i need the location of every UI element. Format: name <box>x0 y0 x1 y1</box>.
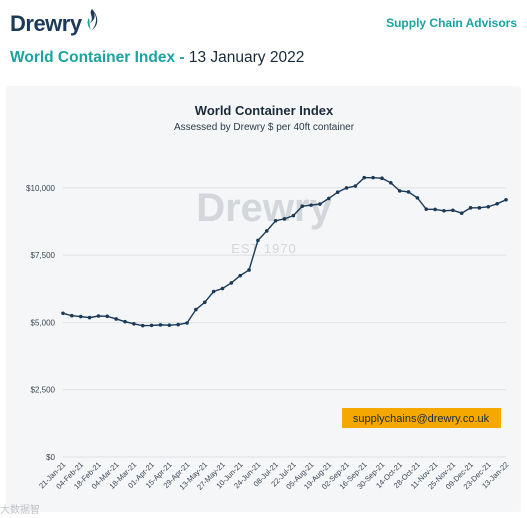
chart-title: World Container Index <box>195 103 334 118</box>
data-point <box>415 196 420 200</box>
data-point <box>451 208 455 213</box>
logo-text: Drewry <box>10 10 82 36</box>
series <box>61 175 508 328</box>
data-point <box>61 311 65 316</box>
data-point <box>149 323 154 328</box>
corner-watermark-text: 大数据智 <box>0 505 40 516</box>
data-point <box>194 307 198 312</box>
data-point <box>353 184 358 188</box>
chart-subtitle: Assessed by Drewry $ per 40ft container <box>174 122 355 133</box>
data-point <box>96 314 101 318</box>
data-point <box>132 322 136 326</box>
data-point <box>406 190 411 194</box>
data-point <box>397 189 402 193</box>
data-point <box>477 206 482 210</box>
data-point <box>291 213 296 218</box>
y-tick-label: $2,500 <box>31 386 56 395</box>
data-point <box>442 208 446 213</box>
data-point <box>282 217 287 221</box>
data-point <box>371 175 375 180</box>
data-point <box>211 289 216 294</box>
data-point <box>247 268 251 272</box>
data-point <box>114 317 118 321</box>
data-point <box>70 313 74 318</box>
data-point <box>185 321 189 325</box>
data-point <box>380 176 384 181</box>
contact-badge[interactable]: supplychains@drewry.co.uk <box>342 408 501 428</box>
y-tick-label: $5,000 <box>31 318 56 327</box>
data-point <box>229 281 234 285</box>
data-point <box>140 323 145 328</box>
supply-chain-advisors-label: Supply Chain Advisors <box>386 16 517 30</box>
contact-email[interactable]: supplychains@drewry.co.uk <box>353 413 490 425</box>
grid <box>63 187 506 458</box>
wci-line-chart: Drewry EST 1970 World Container Index As… <box>26 103 510 492</box>
chart-panel: Drewry EST 1970 World Container Index As… <box>6 86 521 512</box>
data-point <box>202 300 207 305</box>
contact-badge-bg <box>342 408 501 428</box>
data-point <box>176 322 180 327</box>
x-axis: 21-Jan-2104-Feb-2118-Feb-2104-Mar-2118-M… <box>37 460 510 492</box>
page-headline: World Container Index - 13 January 2022 <box>10 49 304 67</box>
data-point <box>335 190 340 195</box>
data-point <box>468 206 473 210</box>
data-point <box>123 319 127 324</box>
data-point <box>78 314 83 319</box>
watermark-est: EST 1970 <box>231 241 297 256</box>
data-point <box>424 207 429 211</box>
data-point <box>327 196 331 201</box>
headline-accent: World Container Index - <box>10 49 185 66</box>
data-point <box>105 314 110 319</box>
data-point <box>158 323 163 327</box>
data-point <box>389 180 393 185</box>
data-point <box>362 175 367 180</box>
data-point <box>459 211 464 216</box>
data-point <box>220 286 225 291</box>
data-point <box>256 238 260 243</box>
corner-watermark: 大数据智 <box>0 501 40 516</box>
data-point <box>433 207 437 212</box>
data-point <box>238 273 242 278</box>
data-point <box>309 203 313 207</box>
data-point <box>344 186 349 190</box>
report-header: Drewry Supply Chain Advisors World Conta… <box>0 0 527 80</box>
data-point <box>504 197 508 202</box>
data-point <box>300 204 305 209</box>
drewry-logo[interactable]: Drewry <box>10 8 100 39</box>
y-tick-label: $0 <box>46 453 55 462</box>
data-point <box>87 315 92 320</box>
data-point <box>495 201 499 206</box>
flame-icon <box>84 8 100 39</box>
data-point <box>273 218 278 223</box>
data-point <box>486 204 491 209</box>
headline-date: 13 January 2022 <box>188 49 305 66</box>
watermark: Drewry EST 1970 <box>196 186 332 256</box>
watermark-brand: Drewry <box>196 186 332 230</box>
data-point <box>264 229 269 233</box>
data-point <box>318 202 322 206</box>
y-axis: $0 $2,500 $5,000 $7,500 $10,000 <box>26 184 55 462</box>
data-point <box>167 323 172 327</box>
y-tick-label: $7,500 <box>31 251 56 260</box>
y-tick-label: $10,000 <box>26 184 55 193</box>
